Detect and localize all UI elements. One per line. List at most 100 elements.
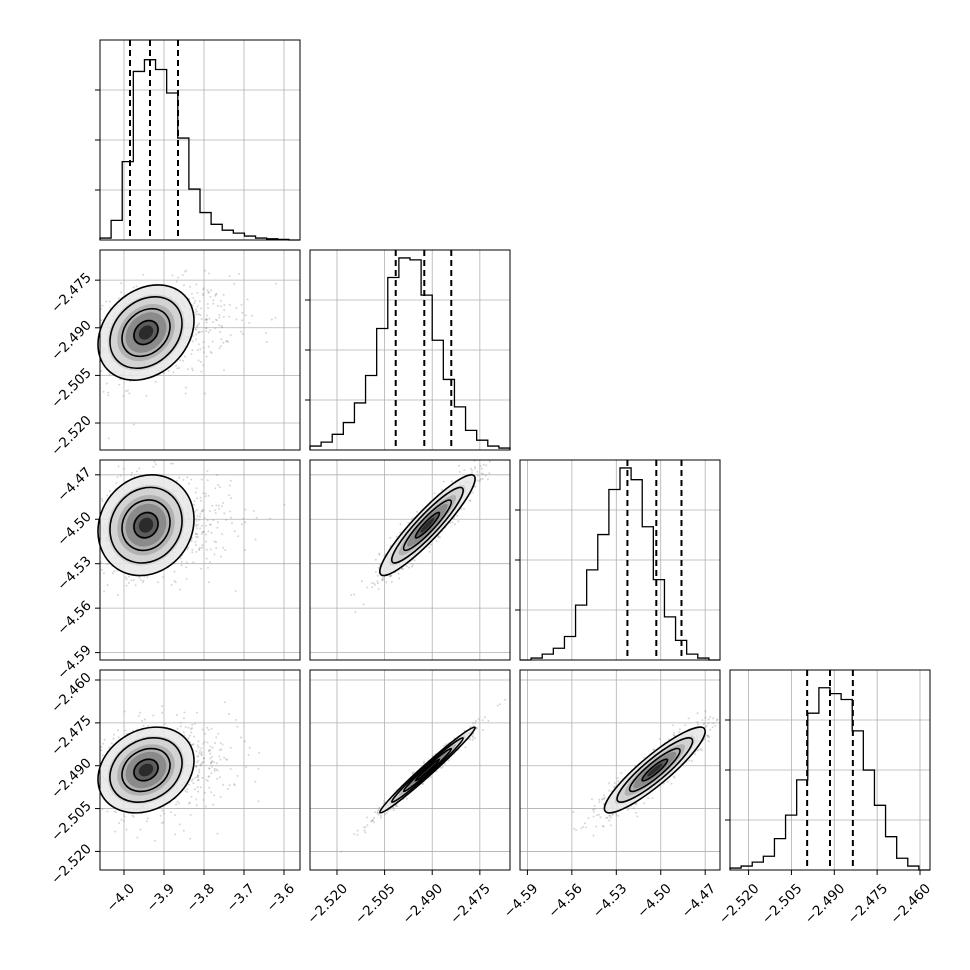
sample-point xyxy=(219,331,222,333)
sample-point xyxy=(482,728,485,731)
sample-point xyxy=(205,548,208,551)
sample-point xyxy=(135,285,138,288)
sample-point xyxy=(200,524,203,527)
sample-point xyxy=(632,807,635,810)
scatter-panel-3-0 xyxy=(97,669,301,871)
sample-point xyxy=(469,499,472,502)
sample-point xyxy=(412,771,415,774)
sample-point xyxy=(107,394,110,397)
sample-point xyxy=(191,340,194,343)
sample-point xyxy=(203,287,206,290)
sample-point xyxy=(201,509,204,512)
axes-frame xyxy=(99,249,301,451)
sample-point xyxy=(125,828,128,831)
sample-point xyxy=(457,520,460,523)
sample-point xyxy=(173,570,176,573)
sample-point xyxy=(113,570,116,573)
sample-point xyxy=(222,315,225,318)
sample-point xyxy=(193,503,196,506)
sample-point xyxy=(469,738,472,741)
sample-point xyxy=(199,348,202,351)
sample-point xyxy=(672,724,674,727)
sample-point xyxy=(390,574,393,577)
sample-point xyxy=(146,820,148,823)
sample-point xyxy=(240,736,242,739)
sample-point xyxy=(205,327,208,329)
sample-point xyxy=(179,725,182,728)
sample-point xyxy=(210,352,213,354)
sample-point xyxy=(212,519,215,522)
sample-point xyxy=(477,474,480,477)
sample-point xyxy=(197,740,200,743)
sample-point xyxy=(197,759,200,762)
sample-point xyxy=(184,789,187,792)
sample-point xyxy=(198,771,201,774)
sample-point xyxy=(238,272,241,275)
sample-point xyxy=(196,305,199,308)
sample-point xyxy=(613,782,616,784)
sample-point xyxy=(161,711,163,714)
sample-point xyxy=(195,283,198,286)
sample-point xyxy=(193,510,196,513)
sample-point xyxy=(430,543,432,546)
sample-point xyxy=(187,726,190,729)
x-tick-label: −2.475 xyxy=(447,881,494,928)
sample-point xyxy=(230,516,233,519)
sample-point xyxy=(217,732,220,735)
sample-point xyxy=(205,355,208,358)
sample-point xyxy=(185,269,188,272)
sample-point xyxy=(193,722,196,725)
sample-point xyxy=(374,570,377,573)
sample-point xyxy=(202,531,205,533)
sample-point xyxy=(211,340,214,343)
sample-point xyxy=(456,514,459,517)
sample-point xyxy=(212,299,215,302)
sample-point xyxy=(202,530,205,533)
sample-point xyxy=(476,470,479,473)
sample-point xyxy=(378,553,381,556)
sample-point xyxy=(202,510,205,512)
sample-point xyxy=(212,320,214,323)
sample-point xyxy=(198,768,201,771)
sample-point xyxy=(210,772,213,775)
sample-point xyxy=(373,584,376,586)
sample-point xyxy=(374,811,377,814)
sample-point xyxy=(211,746,214,749)
sample-point xyxy=(178,366,181,369)
sample-point xyxy=(464,746,467,749)
sample-point xyxy=(152,465,155,468)
sample-point xyxy=(108,490,111,492)
scatter-panel-2-1 xyxy=(309,459,511,661)
sample-point xyxy=(159,814,162,817)
sample-point xyxy=(202,292,205,295)
sample-point xyxy=(170,583,173,586)
sample-point xyxy=(218,507,221,510)
sample-point xyxy=(433,492,436,495)
sample-point xyxy=(445,743,447,746)
sample-point xyxy=(704,716,707,719)
sample-point xyxy=(203,392,206,395)
sample-point xyxy=(199,527,202,530)
sample-point xyxy=(115,482,118,485)
sample-point xyxy=(218,313,221,316)
sample-point xyxy=(191,778,194,781)
x-tick-label: −3.6 xyxy=(263,881,297,915)
sample-point xyxy=(185,577,188,580)
contour-line xyxy=(133,319,159,346)
sample-point xyxy=(197,331,200,333)
sample-point xyxy=(254,780,257,783)
sample-point xyxy=(598,801,601,804)
sample-point xyxy=(200,751,203,754)
sample-point xyxy=(209,561,211,564)
sample-point xyxy=(240,523,243,526)
sample-point xyxy=(181,274,184,277)
sample-point xyxy=(202,799,205,801)
sample-point xyxy=(488,460,491,463)
sample-point xyxy=(228,484,231,487)
sample-point xyxy=(201,544,204,547)
sample-point xyxy=(207,291,210,294)
sample-point xyxy=(274,282,277,285)
sample-point xyxy=(233,282,236,285)
sample-point xyxy=(242,333,245,336)
sample-point xyxy=(196,349,199,352)
